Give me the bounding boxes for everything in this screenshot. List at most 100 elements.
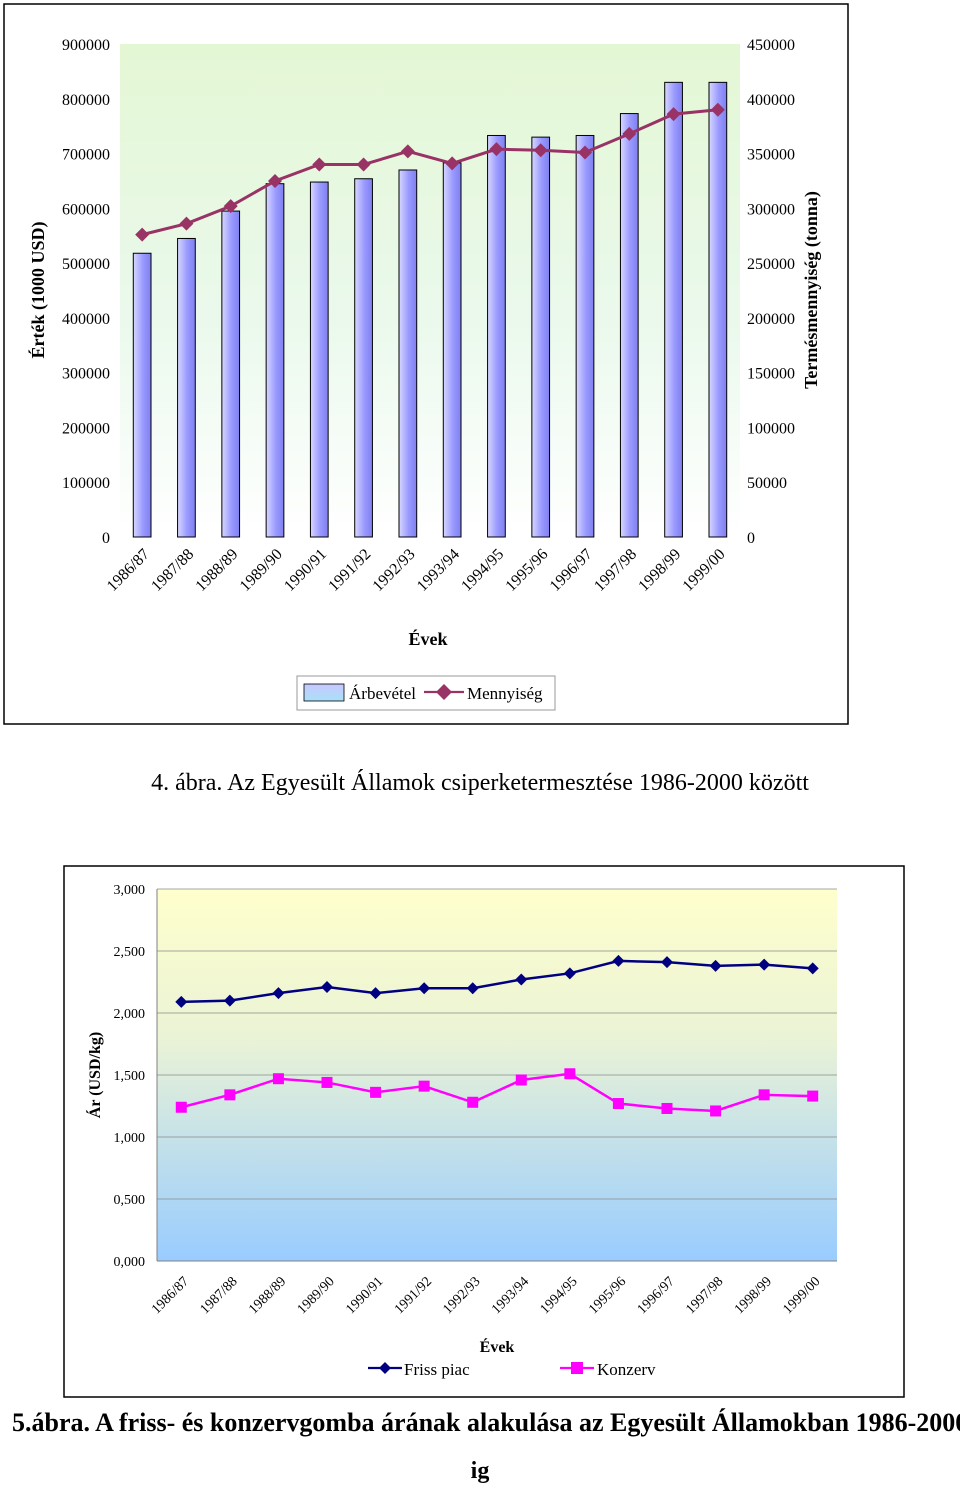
figure-5-caption-line-1: 5.ábra. A friss- és konzervgomba árának …	[12, 1408, 960, 1437]
y-tick-label: 3,000	[114, 883, 146, 898]
line-friss-piac	[181, 959, 813, 1004]
y2-tick-label: 350000	[747, 147, 795, 164]
point-konzerv-1997/98	[710, 1105, 722, 1117]
point-konzerv-1999/00	[807, 1090, 819, 1102]
point-konzerv-1996/97	[661, 1102, 673, 1114]
y2-tick-label: 250000	[747, 256, 795, 273]
y-tick-label: 1,500	[114, 1069, 146, 1084]
point-mennyiseg-1997/98	[622, 126, 637, 141]
line-konzerv	[180, 1072, 813, 1113]
legend-swatch-arbevetel	[303, 683, 345, 702]
y-tick-label: 0,000	[114, 1255, 146, 1270]
y-tick-label: 0,500	[114, 1193, 146, 1208]
point-friss-piac-1992/93	[466, 982, 479, 995]
bar-arbevetel-1989/90	[265, 183, 285, 538]
point-konzerv-1990/91	[370, 1086, 382, 1098]
point-mennyiseg-1987/88	[179, 216, 194, 231]
point-friss-piac-1991/92	[418, 982, 431, 995]
point-mennyiseg-1994/95	[489, 142, 504, 157]
point-mennyiseg-1991/92	[356, 157, 371, 172]
y-tick-label: 0	[102, 530, 110, 547]
bar-arbevetel-1999/00	[708, 81, 728, 538]
chart-1-legend: Árbevétel Mennyiség	[296, 675, 556, 711]
point-konzerv-1987/88	[224, 1089, 236, 1101]
point-mennyiseg-1996/97	[578, 145, 592, 160]
y-tick-label: 300000	[62, 366, 110, 383]
point-konzerv-1991/92	[418, 1080, 430, 1092]
y2-tick-label: 50000	[747, 475, 787, 492]
bar-arbevetel-1997/98	[619, 113, 639, 538]
point-friss-piac-1986/87	[175, 995, 188, 1008]
point-mennyiseg-1988/89	[223, 199, 238, 214]
chart-1-revenue-quantity: 0100000200000300000400000500000600000700…	[3, 3, 849, 725]
legend-label-mennyiseg: Mennyiség	[467, 684, 543, 703]
point-friss-piac-1998/99	[758, 958, 771, 971]
y-tick-label: 500000	[62, 256, 110, 273]
figure-4-caption: 4. ábra. Az Egyesült Államok csiperketer…	[151, 770, 809, 796]
bar-arbevetel-1992/93	[398, 169, 418, 538]
bar-arbevetel-1991/92	[354, 178, 373, 538]
bar-arbevetel-1993/94	[442, 162, 462, 538]
chart-2-legend: Friss piac Konzerv	[368, 1360, 656, 1379]
point-mennyiseg-1999/00	[710, 102, 725, 117]
bar-arbevetel-1990/91	[309, 181, 329, 538]
point-konzerv-1994/95	[564, 1068, 576, 1080]
figure-5-caption-line-2: ig	[470, 1458, 490, 1484]
point-konzerv-1993/94	[515, 1074, 527, 1086]
point-mennyiseg-1992/93	[400, 144, 415, 159]
point-konzerv-1986/87	[175, 1101, 187, 1113]
y-tick-label: 2,500	[114, 945, 146, 960]
point-konzerv-1989/90	[321, 1076, 333, 1088]
bar-arbevetel-1996/97	[575, 134, 595, 538]
y2-tick-label: 200000	[747, 311, 795, 328]
y-tick-label: 900000	[62, 37, 110, 54]
point-mennyiseg-1995/96	[533, 143, 548, 158]
point-mennyiseg-1993/94	[445, 156, 460, 171]
y-tick-label: 400000	[62, 311, 110, 328]
point-friss-piac-1990/91	[369, 987, 382, 1000]
line-mennyiseg	[141, 108, 719, 237]
y2-tick-label: 300000	[747, 201, 795, 218]
y-tick-label: 200000	[62, 420, 110, 437]
y2-tick-label: 0	[747, 530, 755, 547]
y2-tick-label: 400000	[747, 92, 795, 109]
y-tick-label: 800000	[62, 92, 110, 109]
chart-2-y-axis-label: Ár (USD/kg)	[85, 1032, 104, 1118]
y2-tick-label: 450000	[747, 37, 795, 54]
point-friss-piac-1997/98	[709, 959, 722, 972]
bar-arbevetel-1988/89	[221, 210, 241, 538]
bar-arbevetel-1987/88	[177, 237, 196, 538]
point-konzerv-1988/89	[272, 1073, 284, 1085]
legend-label-konzerv: Konzerv	[597, 1360, 656, 1379]
y-tick-label: 700000	[62, 147, 110, 164]
bar-arbevetel-1986/87	[132, 252, 152, 538]
bar-arbevetel-1994/95	[487, 134, 506, 538]
legend-label-friss-piac: Friss piac	[404, 1360, 470, 1379]
point-mennyiseg-1990/91	[312, 157, 327, 172]
legend-marker-konzerv	[571, 1362, 583, 1374]
point-mennyiseg-1986/87	[135, 227, 150, 242]
y-tick-label: 100000	[62, 475, 110, 492]
point-friss-piac-1999/00	[806, 962, 819, 975]
bar-arbevetel-1995/96	[531, 136, 551, 538]
y-tick-label: 2,000	[114, 1007, 146, 1022]
point-friss-piac-1989/90	[321, 980, 333, 993]
legend-marker-friss-piac	[379, 1362, 391, 1374]
point-friss-piac-1996/97	[661, 956, 673, 969]
chart-2-x-axis-label: Évek	[480, 1337, 515, 1356]
y2-tick-label: 100000	[747, 420, 795, 437]
chart-1-y-axis-label: Érték (1000 USD)	[27, 222, 49, 359]
point-konzerv-1995/96	[612, 1098, 624, 1110]
legend-marker-mennyiseg	[436, 684, 452, 700]
point-mennyiseg-1989/90	[268, 173, 282, 188]
chart-1-y2-axis-label: Termésmennyiség (tonna)	[801, 191, 822, 389]
y-tick-label: 600000	[62, 201, 110, 218]
chart-1-x-axis-label: Évek	[408, 628, 447, 649]
point-friss-piac-1987/88	[223, 994, 236, 1007]
point-friss-piac-1994/95	[563, 967, 576, 980]
point-konzerv-1992/93	[467, 1096, 479, 1108]
y-tick-label: 1,000	[114, 1131, 146, 1146]
point-friss-piac-1995/96	[612, 954, 625, 967]
point-mennyiseg-1998/99	[666, 107, 681, 122]
